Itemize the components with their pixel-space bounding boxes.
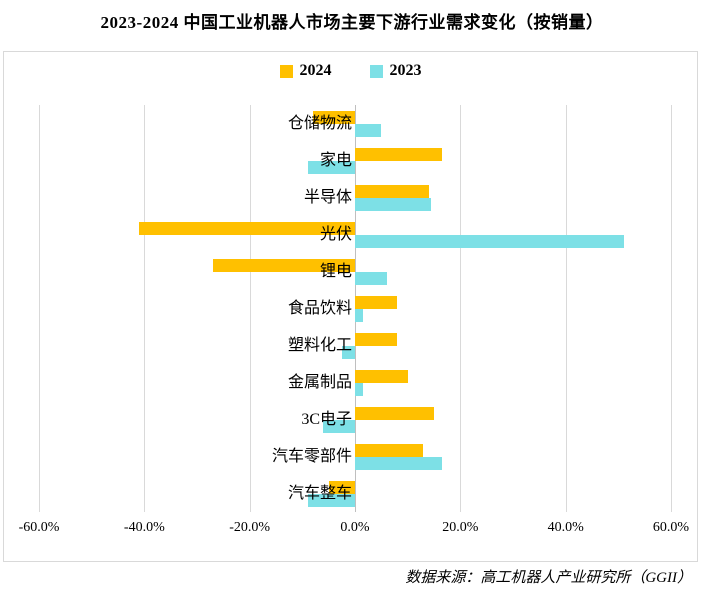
bar-2024-汽车零部件	[355, 443, 424, 457]
bar-2023-光伏	[355, 234, 624, 248]
gridline-60	[671, 105, 672, 512]
x-tick-label--60: -60.0%	[18, 520, 60, 535]
bar-2023-汽车零部件	[355, 456, 442, 470]
category-label-汽车整车: 汽车整车	[287, 485, 352, 502]
legend-label-2023: 2023	[389, 62, 422, 79]
bar-2023-金属制品	[355, 382, 363, 396]
bar-2024-金属制品	[355, 369, 408, 383]
x-axis: -60.0% -40.0% -20.0% 0.0% 20.0% 40.0% 60.0%	[19, 520, 690, 542]
bar-2024-塑料化工	[355, 332, 398, 346]
chart-title: 2023-2024 中国工业机器人市场主要下游行业需求变化（按销量）	[100, 13, 604, 32]
bar-2024-锂电	[212, 258, 355, 272]
gridline--40	[144, 105, 146, 512]
category-label-半导体: 半导体	[303, 189, 352, 206]
bar-2024-汽车整车	[328, 480, 355, 494]
bar-2023-食品饮料	[355, 308, 363, 322]
gridline-40	[565, 105, 567, 512]
source-note: 数据来源：高工机器人产业研究所（GGII）	[405, 570, 692, 586]
gridline--20	[249, 105, 251, 512]
gridline--60	[39, 105, 40, 512]
category-label-塑料化工: 塑料化工	[287, 337, 352, 354]
x-tick-label-0: 0.0%	[340, 520, 370, 535]
legend-label-2024: 2024	[299, 62, 332, 79]
bar-2024-光伏	[139, 221, 355, 235]
x-tick-label-60: 60.0%	[652, 520, 690, 535]
category-label-光伏: 光伏	[319, 226, 352, 243]
x-tick-label--40: -40.0%	[123, 520, 165, 535]
category-label-家电: 家电	[319, 152, 352, 169]
legend-item-2023: 2023	[369, 62, 422, 80]
bar-2024-仓储物流	[312, 110, 355, 124]
bar-2024-食品饮料	[355, 295, 398, 309]
category-label-锂电: 锂电	[319, 263, 352, 280]
bar-2023-仓储物流	[355, 123, 382, 137]
bar-2023-塑料化工	[341, 345, 355, 359]
legend-item-2024: 2024	[279, 62, 332, 80]
legend-swatch-2023-icon	[369, 64, 383, 78]
bar-2024-家电	[355, 147, 442, 161]
legend-swatch-2024-icon	[279, 64, 293, 78]
bar-2023-3C电子	[323, 419, 355, 433]
bar-2023-汽车整车	[307, 493, 355, 507]
chart-box: 2024 2023 仓储物流家电半导体光伏锂电食品饮料塑料化工金属制品 3C电子汽…	[3, 51, 698, 562]
bar-2024-3C电子	[355, 406, 434, 420]
legend: 2024 2023	[4, 62, 697, 80]
category-label-仓储物流: 仓储物流	[287, 115, 352, 132]
bar-2023-家电	[307, 160, 355, 174]
x-tick-label--20: -20.0%	[229, 520, 271, 535]
category-label-金属制品: 金属制品	[287, 374, 352, 391]
gridline-20	[460, 105, 462, 512]
plot-area: 仓储物流家电半导体光伏锂电食品饮料塑料化工金属制品 3C电子汽车零部件汽车整车	[39, 105, 672, 512]
bar-2024-半导体	[355, 184, 429, 198]
x-tick-label-40: 40.0%	[547, 520, 584, 535]
category-label-3C电子: 3C电子	[301, 411, 352, 428]
bar-2023-锂电	[355, 271, 387, 285]
category-label-汽车零部件: 汽车零部件	[271, 448, 352, 465]
category-label-食品饮料: 食品饮料	[287, 300, 352, 317]
bar-2023-半导体	[355, 197, 432, 211]
x-tick-label-20: 20.0%	[442, 520, 479, 535]
